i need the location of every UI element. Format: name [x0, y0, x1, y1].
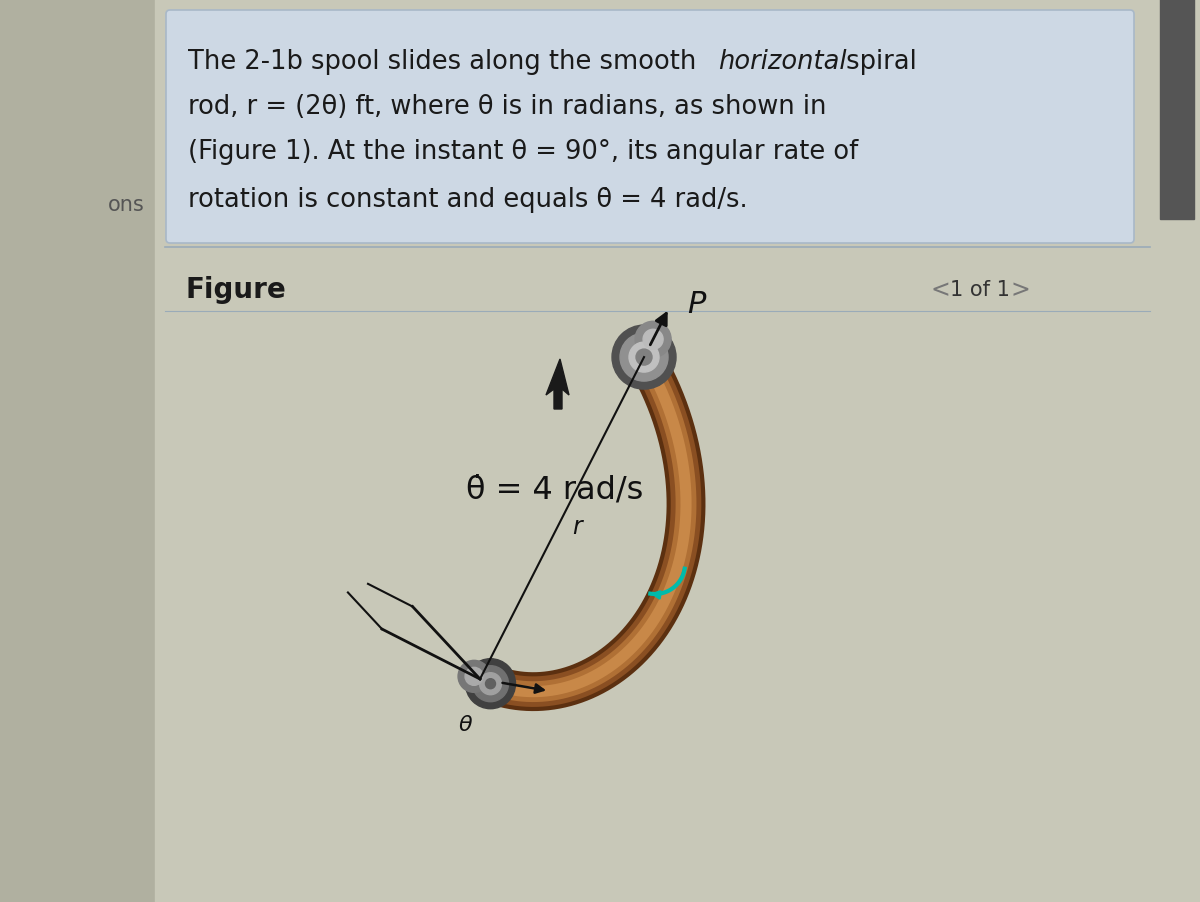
Circle shape	[466, 659, 516, 709]
Circle shape	[486, 679, 496, 689]
Circle shape	[458, 660, 490, 693]
Circle shape	[635, 322, 671, 358]
Circle shape	[612, 326, 676, 390]
Text: rotation is constant and equals θ̇ = 4 rad/s.: rotation is constant and equals θ̇ = 4 r…	[188, 187, 748, 213]
Bar	[1154, 0, 1200, 902]
Text: ons: ons	[108, 195, 145, 215]
Bar	[0, 0, 155, 902]
Text: horizontal: horizontal	[718, 49, 846, 75]
Text: 1 of 1: 1 of 1	[950, 280, 1010, 299]
Text: (Figure 1). At the instant θ = 90°, its angular rate of: (Figure 1). At the instant θ = 90°, its …	[188, 139, 858, 165]
Text: Figure: Figure	[185, 276, 286, 304]
Text: r: r	[572, 514, 582, 538]
Circle shape	[480, 673, 502, 695]
Bar	[1160, 0, 1194, 220]
Circle shape	[643, 330, 664, 350]
Text: spiral: spiral	[838, 49, 917, 75]
Circle shape	[636, 350, 652, 365]
Circle shape	[620, 334, 668, 382]
Bar	[155, 0, 1154, 902]
Text: θ: θ	[458, 714, 472, 734]
Circle shape	[629, 343, 659, 373]
Text: θ̇ = 4 rad/s: θ̇ = 4 rad/s	[467, 474, 643, 505]
Circle shape	[473, 666, 509, 702]
Text: >: >	[1010, 278, 1030, 301]
Circle shape	[466, 667, 484, 686]
FancyBboxPatch shape	[166, 11, 1134, 244]
Polygon shape	[546, 360, 569, 410]
Text: The 2-1b spool slides along the smooth: The 2-1b spool slides along the smooth	[188, 49, 704, 75]
Text: <: <	[930, 278, 950, 301]
Text: P: P	[686, 290, 706, 318]
Text: rod, r = (2θ) ft, where θ is in radians, as shown in: rod, r = (2θ) ft, where θ is in radians,…	[188, 94, 827, 120]
